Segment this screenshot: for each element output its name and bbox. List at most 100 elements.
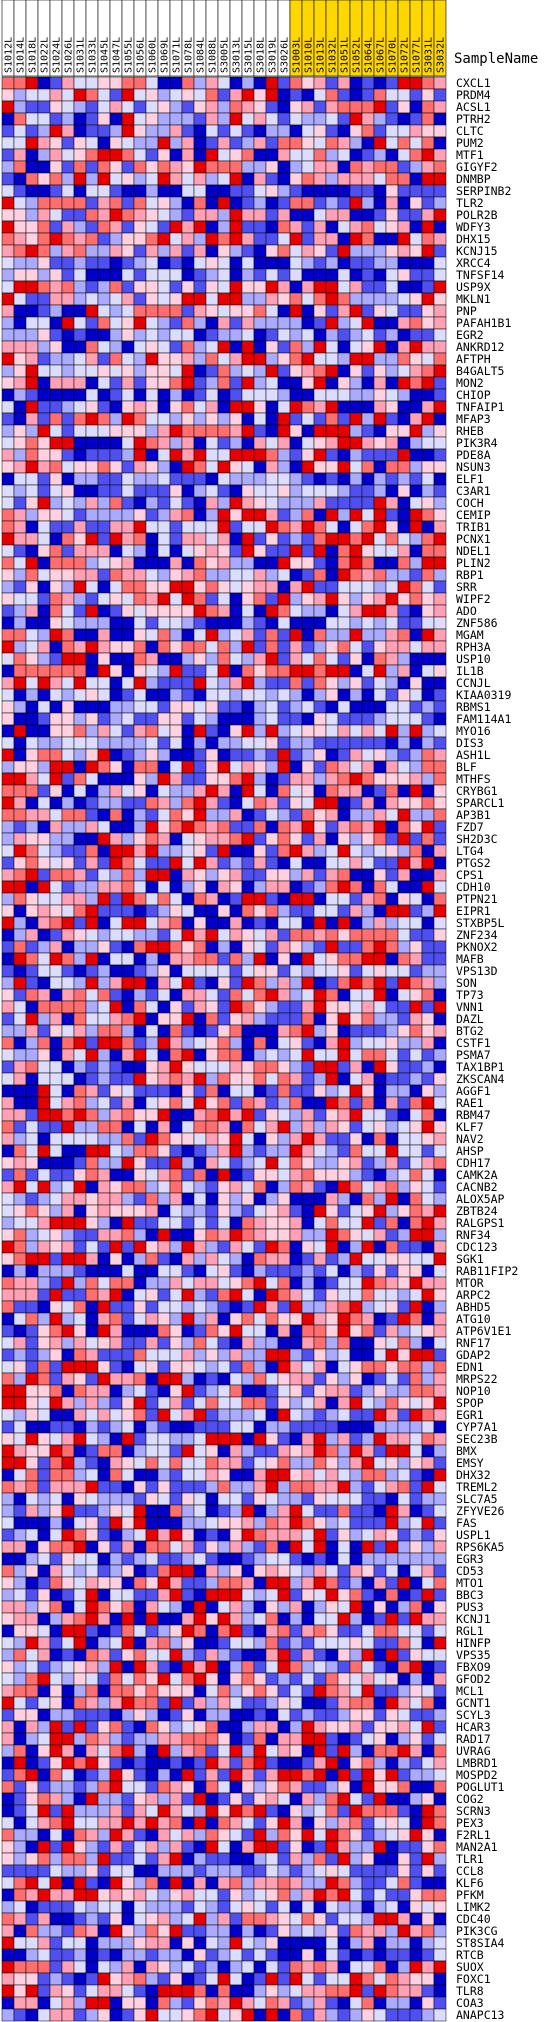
heatmap-cell [193, 472, 207, 486]
heatmap-cell [289, 1444, 303, 1458]
heatmap-cell [97, 268, 111, 282]
heatmap-cell [13, 100, 27, 114]
heatmap-cell [337, 1072, 351, 1086]
heatmap-cell [49, 1108, 63, 1122]
heatmap-cell [1, 328, 15, 342]
heatmap-cell [337, 1288, 351, 1302]
heatmap-cell [337, 400, 351, 414]
heatmap-cell [49, 1252, 63, 1266]
heatmap-cell [73, 292, 87, 306]
heatmap-cell [337, 172, 351, 186]
heatmap-cell [241, 136, 255, 150]
heatmap-cell [37, 1648, 51, 1662]
column-label: S1070L [388, 37, 399, 73]
heatmap-cell [337, 1180, 351, 1194]
heatmap-cell [397, 700, 411, 714]
heatmap-cell [193, 880, 207, 894]
heatmap-cell [97, 1444, 111, 1458]
heatmap-cell [349, 580, 363, 594]
heatmap-cell [49, 676, 63, 690]
heatmap-cell [265, 232, 279, 246]
heatmap-cell [241, 484, 255, 498]
heatmap-cell [85, 172, 99, 186]
heatmap-cell [217, 820, 231, 834]
heatmap-cell [433, 520, 447, 534]
heatmap-cell [421, 1468, 435, 1482]
heatmap-cell [337, 916, 351, 930]
heatmap-cell [145, 712, 159, 726]
heatmap-cell [109, 100, 123, 114]
heatmap-cell [217, 1264, 231, 1278]
heatmap-cell [181, 580, 195, 594]
heatmap-cell [37, 148, 51, 162]
heatmap-cell [421, 208, 435, 222]
heatmap-cell [397, 1204, 411, 1218]
heatmap-cell [13, 124, 27, 138]
heatmap-cell [169, 1660, 183, 1674]
heatmap-cell [157, 268, 171, 282]
heatmap-cell [301, 196, 315, 210]
heatmap-cell [13, 1372, 27, 1386]
heatmap-cell [121, 1612, 135, 1626]
heatmap-cell [265, 220, 279, 234]
heatmap-cell [133, 244, 147, 258]
heatmap-cell [169, 556, 183, 570]
heatmap-cell [241, 868, 255, 882]
heatmap-cell [385, 544, 399, 558]
heatmap-cell [289, 1288, 303, 1302]
heatmap-cell [121, 460, 135, 474]
heatmap-cell [85, 868, 99, 882]
heatmap-cell [73, 1660, 87, 1674]
heatmap-cell [193, 292, 207, 306]
heatmap-cell [313, 820, 327, 834]
heatmap-cell [349, 1180, 363, 1194]
heatmap-cell [253, 88, 267, 102]
heatmap-cell [73, 808, 87, 822]
heatmap-cell [193, 316, 207, 330]
heatmap-cell [121, 1624, 135, 1638]
heatmap-cell [229, 700, 243, 714]
heatmap-cell [85, 1084, 99, 1098]
heatmap-cell [157, 1192, 171, 1206]
heatmap-cell [25, 1156, 39, 1170]
heatmap-cell [157, 1456, 171, 1470]
heatmap-cell [325, 736, 339, 750]
heatmap-cell [133, 1252, 147, 1266]
heatmap-cell [325, 1504, 339, 1518]
heatmap-cell [145, 1240, 159, 1254]
heatmap-cell [1, 424, 15, 438]
heatmap-cell [421, 268, 435, 282]
heatmap-cell [265, 352, 279, 366]
heatmap-cell [289, 1060, 303, 1074]
heatmap-cell [265, 1300, 279, 1314]
heatmap-cell [349, 1480, 363, 1494]
heatmap-cell [301, 364, 315, 378]
heatmap-cell [133, 856, 147, 870]
heatmap-cell [205, 1312, 219, 1326]
heatmap-cell [253, 1396, 267, 1410]
heatmap-cell [373, 112, 387, 126]
heatmap-cell [157, 244, 171, 258]
heatmap-cell [145, 808, 159, 822]
heatmap-cell [121, 568, 135, 582]
heatmap-cell [13, 592, 27, 606]
heatmap-cell [193, 1432, 207, 1446]
heatmap-cell [37, 244, 51, 258]
heatmap-cell [385, 868, 399, 882]
heatmap-cell [421, 676, 435, 690]
heatmap-cell [373, 532, 387, 546]
heatmap-cell [121, 76, 135, 90]
heatmap-cell [25, 100, 39, 114]
heatmap-cell [193, 1552, 207, 1566]
heatmap-cell [253, 112, 267, 126]
heatmap-cell [1, 832, 15, 846]
heatmap-cell [157, 160, 171, 174]
heatmap-cell [289, 1300, 303, 1314]
heatmap-cell [349, 1528, 363, 1542]
heatmap-cell [1, 604, 15, 618]
heatmap-cell [217, 400, 231, 414]
heatmap-cell [205, 196, 219, 210]
heatmap-cell [253, 616, 267, 630]
heatmap-cell [397, 1132, 411, 1146]
heatmap-cell [13, 1444, 27, 1458]
